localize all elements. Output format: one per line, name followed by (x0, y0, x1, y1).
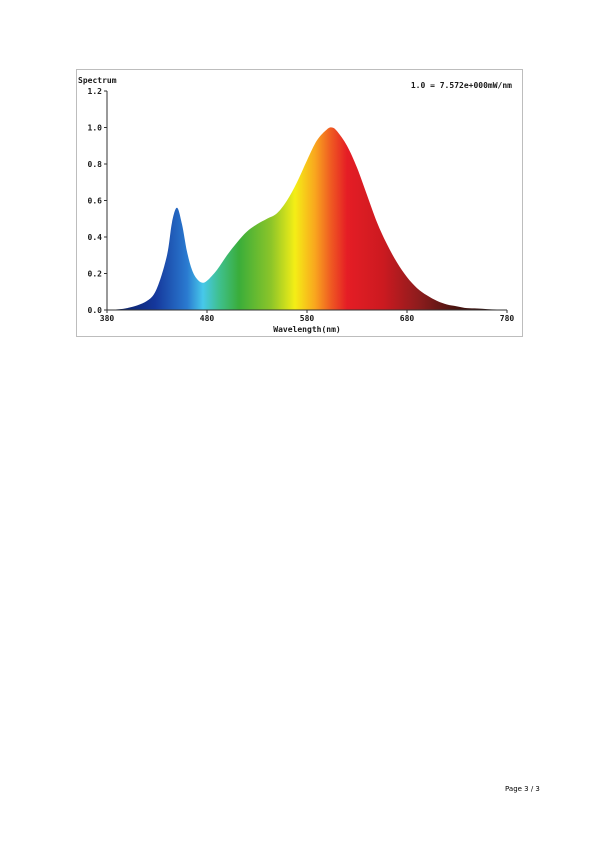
y-axis-ticks: 0.0 0.2 0.4 0.6 0.8 1.0 1.2 (88, 87, 107, 315)
x-tick-label: 380 (100, 314, 115, 323)
chart-annotation: 1.0 = 7.572e+000mW/nm (411, 81, 512, 90)
x-tick-label: 680 (400, 314, 415, 323)
chart-title: Spectrum (78, 76, 117, 85)
y-tick-label: 0.2 (88, 270, 103, 279)
y-tick-label: 0.6 (88, 197, 103, 206)
y-tick-label: 0.8 (88, 160, 103, 169)
y-tick-label: 1.0 (88, 124, 103, 133)
x-axis-ticks: 380 480 580 680 780 (100, 310, 515, 323)
x-tick-label: 580 (300, 314, 315, 323)
y-tick-label: 0.4 (88, 233, 103, 242)
spectrum-area (107, 127, 507, 311)
x-tick-label: 780 (500, 314, 515, 323)
y-tick-label: 1.2 (88, 87, 103, 96)
y-tick-label: 0.0 (88, 306, 103, 315)
spectrum-chart: Spectrum 1.0 = 7.572e+000mW/nm 0.0 0.2 0.4… (76, 69, 523, 337)
page-number: Page 3 / 3 (505, 785, 540, 793)
spectrum-chart-svg: Spectrum 1.0 = 7.572e+000mW/nm 0.0 0.2 0.4… (78, 76, 515, 334)
x-axis-label: Wavelength(nm) (273, 325, 340, 334)
x-tick-label: 480 (200, 314, 215, 323)
